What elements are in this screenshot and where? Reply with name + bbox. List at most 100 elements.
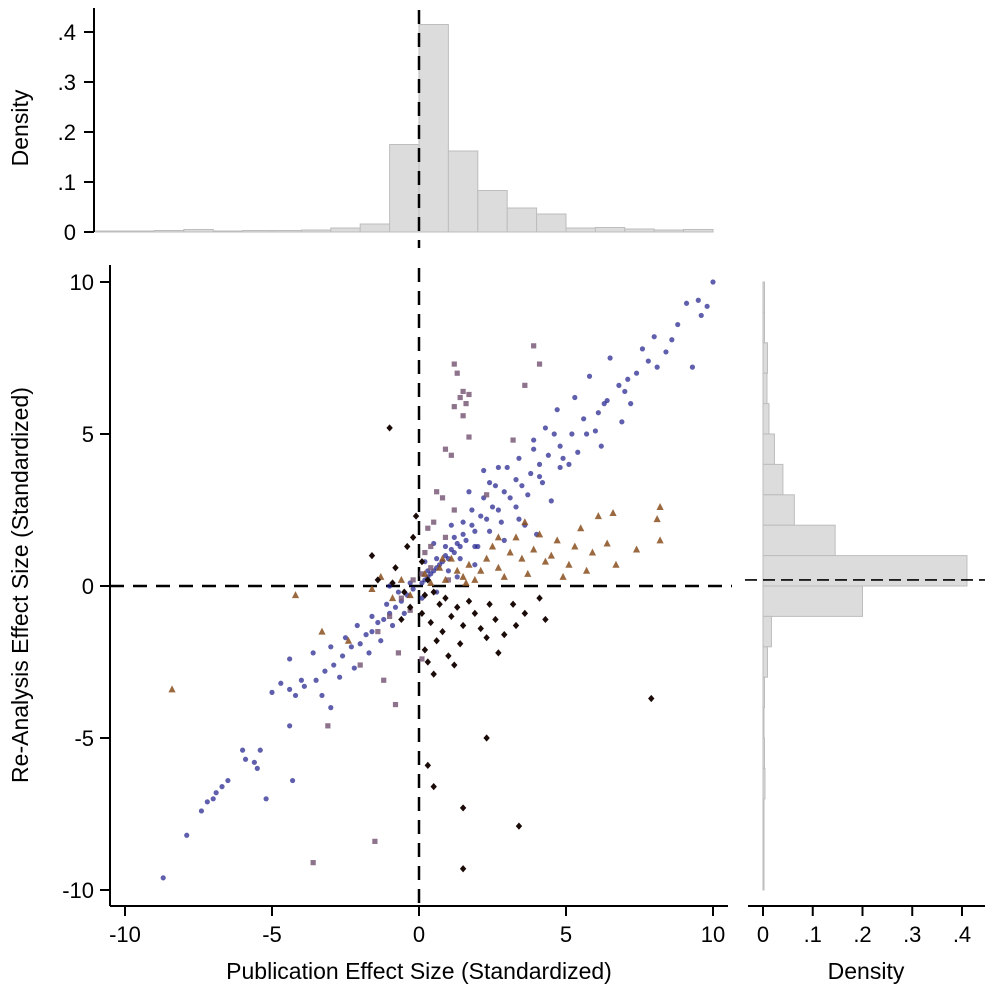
scatter-point-null — [471, 609, 479, 617]
scatter-point-null — [424, 658, 432, 666]
scatter-point-null — [401, 588, 408, 596]
top-density-histogram: .4 .3 .2 .1 0 Density — [7, 8, 714, 248]
right-histogram-bar — [762, 372, 768, 405]
scatter-point-match — [287, 656, 293, 662]
scatter-point-alternative — [428, 565, 434, 571]
scatter-point-match — [454, 540, 460, 547]
scatter-point-match — [569, 431, 575, 437]
scatter-point-match — [675, 321, 681, 328]
scatter-point-null — [421, 646, 429, 654]
scatter-point-match — [619, 419, 625, 425]
scatter-point-match — [269, 689, 275, 696]
scatter-point-match — [469, 507, 475, 513]
scatter-point-match — [654, 364, 660, 370]
scatter-point-match — [369, 629, 375, 635]
scatter-point-match — [531, 446, 537, 452]
scatter-point-match — [328, 644, 334, 650]
scatter-point-match — [542, 425, 549, 431]
main-x-tick-label: 0 — [413, 922, 425, 947]
scatter-point-sign-reversal — [524, 569, 532, 577]
scatter-point-match — [263, 796, 269, 802]
scatter-point-null — [418, 558, 426, 566]
scatter-point-match — [536, 461, 543, 467]
scatter-point-null — [483, 734, 490, 742]
scatter-point-null — [512, 621, 520, 630]
scatter-point-null — [430, 588, 437, 596]
scatter-point-match — [381, 616, 387, 623]
scatter-point-sign-reversal — [441, 575, 450, 583]
scatter-point-alternative — [398, 595, 404, 601]
scatter-point-match — [257, 747, 263, 753]
scatter-point-alternative — [442, 534, 449, 540]
scatter-point-alternative — [463, 401, 469, 407]
scatter-point-match — [695, 297, 701, 303]
scatter-point-alternative — [419, 571, 425, 577]
scatter-point-match — [566, 461, 572, 467]
scatter-point-match — [551, 431, 557, 437]
scatter-point-match — [501, 537, 507, 544]
scatter-point-null — [409, 533, 417, 541]
scatter-point-match — [645, 358, 651, 364]
main-x-tick-label: -5 — [262, 922, 282, 947]
scatter-point-null — [451, 661, 458, 669]
scatter-point-null — [486, 600, 493, 608]
scatter-point-match — [516, 516, 522, 522]
scatter-point-match — [354, 622, 360, 629]
scatter-point-sign-reversal — [506, 548, 514, 556]
scatter-point-sign-reversal — [577, 524, 585, 532]
top-histogram-bar — [594, 227, 626, 233]
scatter-point-alternative — [428, 543, 434, 550]
right-histogram-bar — [762, 737, 765, 769]
top-histogram-bar — [477, 190, 508, 233]
scatter-point-null — [521, 609, 529, 617]
scatter-point-match — [287, 686, 293, 692]
scatter-point-null — [501, 631, 508, 639]
scatter-point-match — [384, 601, 390, 607]
right-histogram-bar — [762, 585, 863, 617]
scatter-point-match — [536, 473, 543, 480]
scatter-point-alternative — [445, 577, 451, 583]
scatter-point-sign-reversal — [559, 572, 567, 580]
scatter-point-sign-reversal — [571, 542, 579, 550]
scatter-point-match — [457, 556, 463, 562]
scatter-point-match — [254, 765, 260, 772]
scatter-point-sign-reversal — [471, 575, 479, 583]
scatter-point-alternative — [448, 452, 454, 458]
top-histogram-y-ticks: .4 .3 .2 .1 0 — [58, 20, 94, 245]
scatter-point-match — [322, 668, 328, 674]
scatter-point-match — [160, 875, 166, 881]
scatter-point-alternative — [510, 437, 516, 443]
right-histogram-bars — [762, 281, 968, 891]
top-histogram-bar — [389, 144, 420, 233]
scatter-point-match — [495, 464, 501, 471]
scatter-point-match — [463, 537, 469, 544]
scatter-point-null — [448, 612, 455, 620]
scatter-point-sign-reversal — [344, 636, 353, 644]
scatter-point-match — [633, 370, 640, 376]
scatter-point-sign-reversal — [653, 515, 661, 523]
scatter-point-alternative — [460, 388, 466, 395]
scatter-point-match — [445, 568, 451, 574]
scatter-point-match — [460, 519, 466, 525]
scatter-point-alternative — [451, 507, 457, 513]
scatter-point-match — [319, 692, 325, 699]
scatter-point-match — [595, 410, 601, 416]
top-histogram-y-tick-label: .3 — [58, 70, 76, 95]
scatter-point-match — [710, 279, 716, 285]
scatter-point-match — [663, 349, 669, 355]
scatter-point-match — [616, 382, 622, 388]
scatter-point-match — [628, 401, 634, 407]
scatter-point-sign-reversal — [603, 539, 611, 547]
scatter-point-null — [477, 624, 484, 633]
scatter-point-sign-reversal — [541, 557, 550, 565]
scatter-point-sign-reversal — [168, 685, 176, 693]
scatter-point-sign-reversal — [438, 554, 447, 562]
scatter-point-sign-reversal — [483, 554, 491, 562]
scatter-point-match — [586, 373, 593, 379]
right-histogram-x-tick-label: .1 — [804, 922, 822, 947]
scatter-point-sign-reversal — [318, 627, 326, 635]
scatter-point-alternative — [375, 629, 381, 635]
scatter-point-null — [430, 670, 437, 678]
scatter-point-sign-reversal — [435, 563, 444, 571]
main-y-tick-label: -5 — [74, 726, 94, 751]
